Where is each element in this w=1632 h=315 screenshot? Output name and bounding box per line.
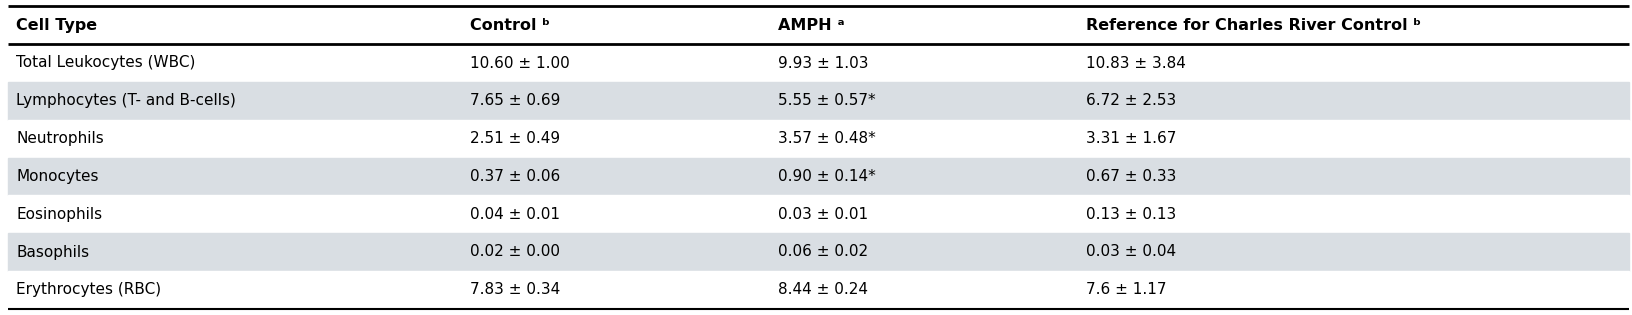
Text: 0.02 ± 0.00: 0.02 ± 0.00 (470, 244, 560, 260)
Text: 0.06 ± 0.02: 0.06 ± 0.02 (778, 244, 868, 260)
Bar (8, 120, 1629, 158)
Text: 0.37 ± 0.06: 0.37 ± 0.06 (470, 169, 560, 184)
Bar (8, 6, 1629, 44)
Text: AMPH ᵃ: AMPH ᵃ (778, 18, 844, 33)
Text: Total Leukocytes (WBC): Total Leukocytes (WBC) (16, 55, 196, 71)
Text: 7.65 ± 0.69: 7.65 ± 0.69 (470, 93, 560, 108)
Text: Erythrocytes (RBC): Erythrocytes (RBC) (16, 282, 162, 297)
Text: 0.03 ± 0.01: 0.03 ± 0.01 (778, 207, 868, 222)
Text: 6.72 ± 2.53: 6.72 ± 2.53 (1085, 93, 1177, 108)
Text: 5.55 ± 0.57*: 5.55 ± 0.57* (778, 93, 875, 108)
Text: Basophils: Basophils (16, 244, 90, 260)
Text: Cell Type: Cell Type (16, 18, 98, 33)
Text: 0.90 ± 0.14*: 0.90 ± 0.14* (778, 169, 876, 184)
Bar (8, 82, 1629, 120)
Text: Reference for Charles River Control ᵇ: Reference for Charles River Control ᵇ (1085, 18, 1421, 33)
Text: Control ᵇ: Control ᵇ (470, 18, 550, 33)
Text: 0.13 ± 0.13: 0.13 ± 0.13 (1085, 207, 1177, 222)
Text: 10.83 ± 3.84: 10.83 ± 3.84 (1085, 55, 1186, 71)
Text: 7.6 ± 1.17: 7.6 ± 1.17 (1085, 282, 1167, 297)
Text: 0.67 ± 0.33: 0.67 ± 0.33 (1085, 169, 1177, 184)
Text: 0.03 ± 0.04: 0.03 ± 0.04 (1085, 244, 1177, 260)
Text: 3.57 ± 0.48*: 3.57 ± 0.48* (778, 131, 876, 146)
Text: 2.51 ± 0.49: 2.51 ± 0.49 (470, 131, 560, 146)
Bar (8, 158, 1629, 195)
Text: 10.60 ± 1.00: 10.60 ± 1.00 (470, 55, 570, 71)
Bar (8, 44, 1629, 82)
Bar (8, 195, 1629, 233)
Text: 9.93 ± 1.03: 9.93 ± 1.03 (778, 55, 868, 71)
Text: 3.31 ± 1.67: 3.31 ± 1.67 (1085, 131, 1177, 146)
Text: Monocytes: Monocytes (16, 169, 100, 184)
Text: 7.83 ± 0.34: 7.83 ± 0.34 (470, 282, 560, 297)
Bar (8, 271, 1629, 309)
Text: Lymphocytes (T- and B-cells): Lymphocytes (T- and B-cells) (16, 93, 237, 108)
Text: 0.04 ± 0.01: 0.04 ± 0.01 (470, 207, 560, 222)
Bar (8, 233, 1629, 271)
Text: Eosinophils: Eosinophils (16, 207, 103, 222)
Text: Neutrophils: Neutrophils (16, 131, 104, 146)
Text: 8.44 ± 0.24: 8.44 ± 0.24 (778, 282, 868, 297)
